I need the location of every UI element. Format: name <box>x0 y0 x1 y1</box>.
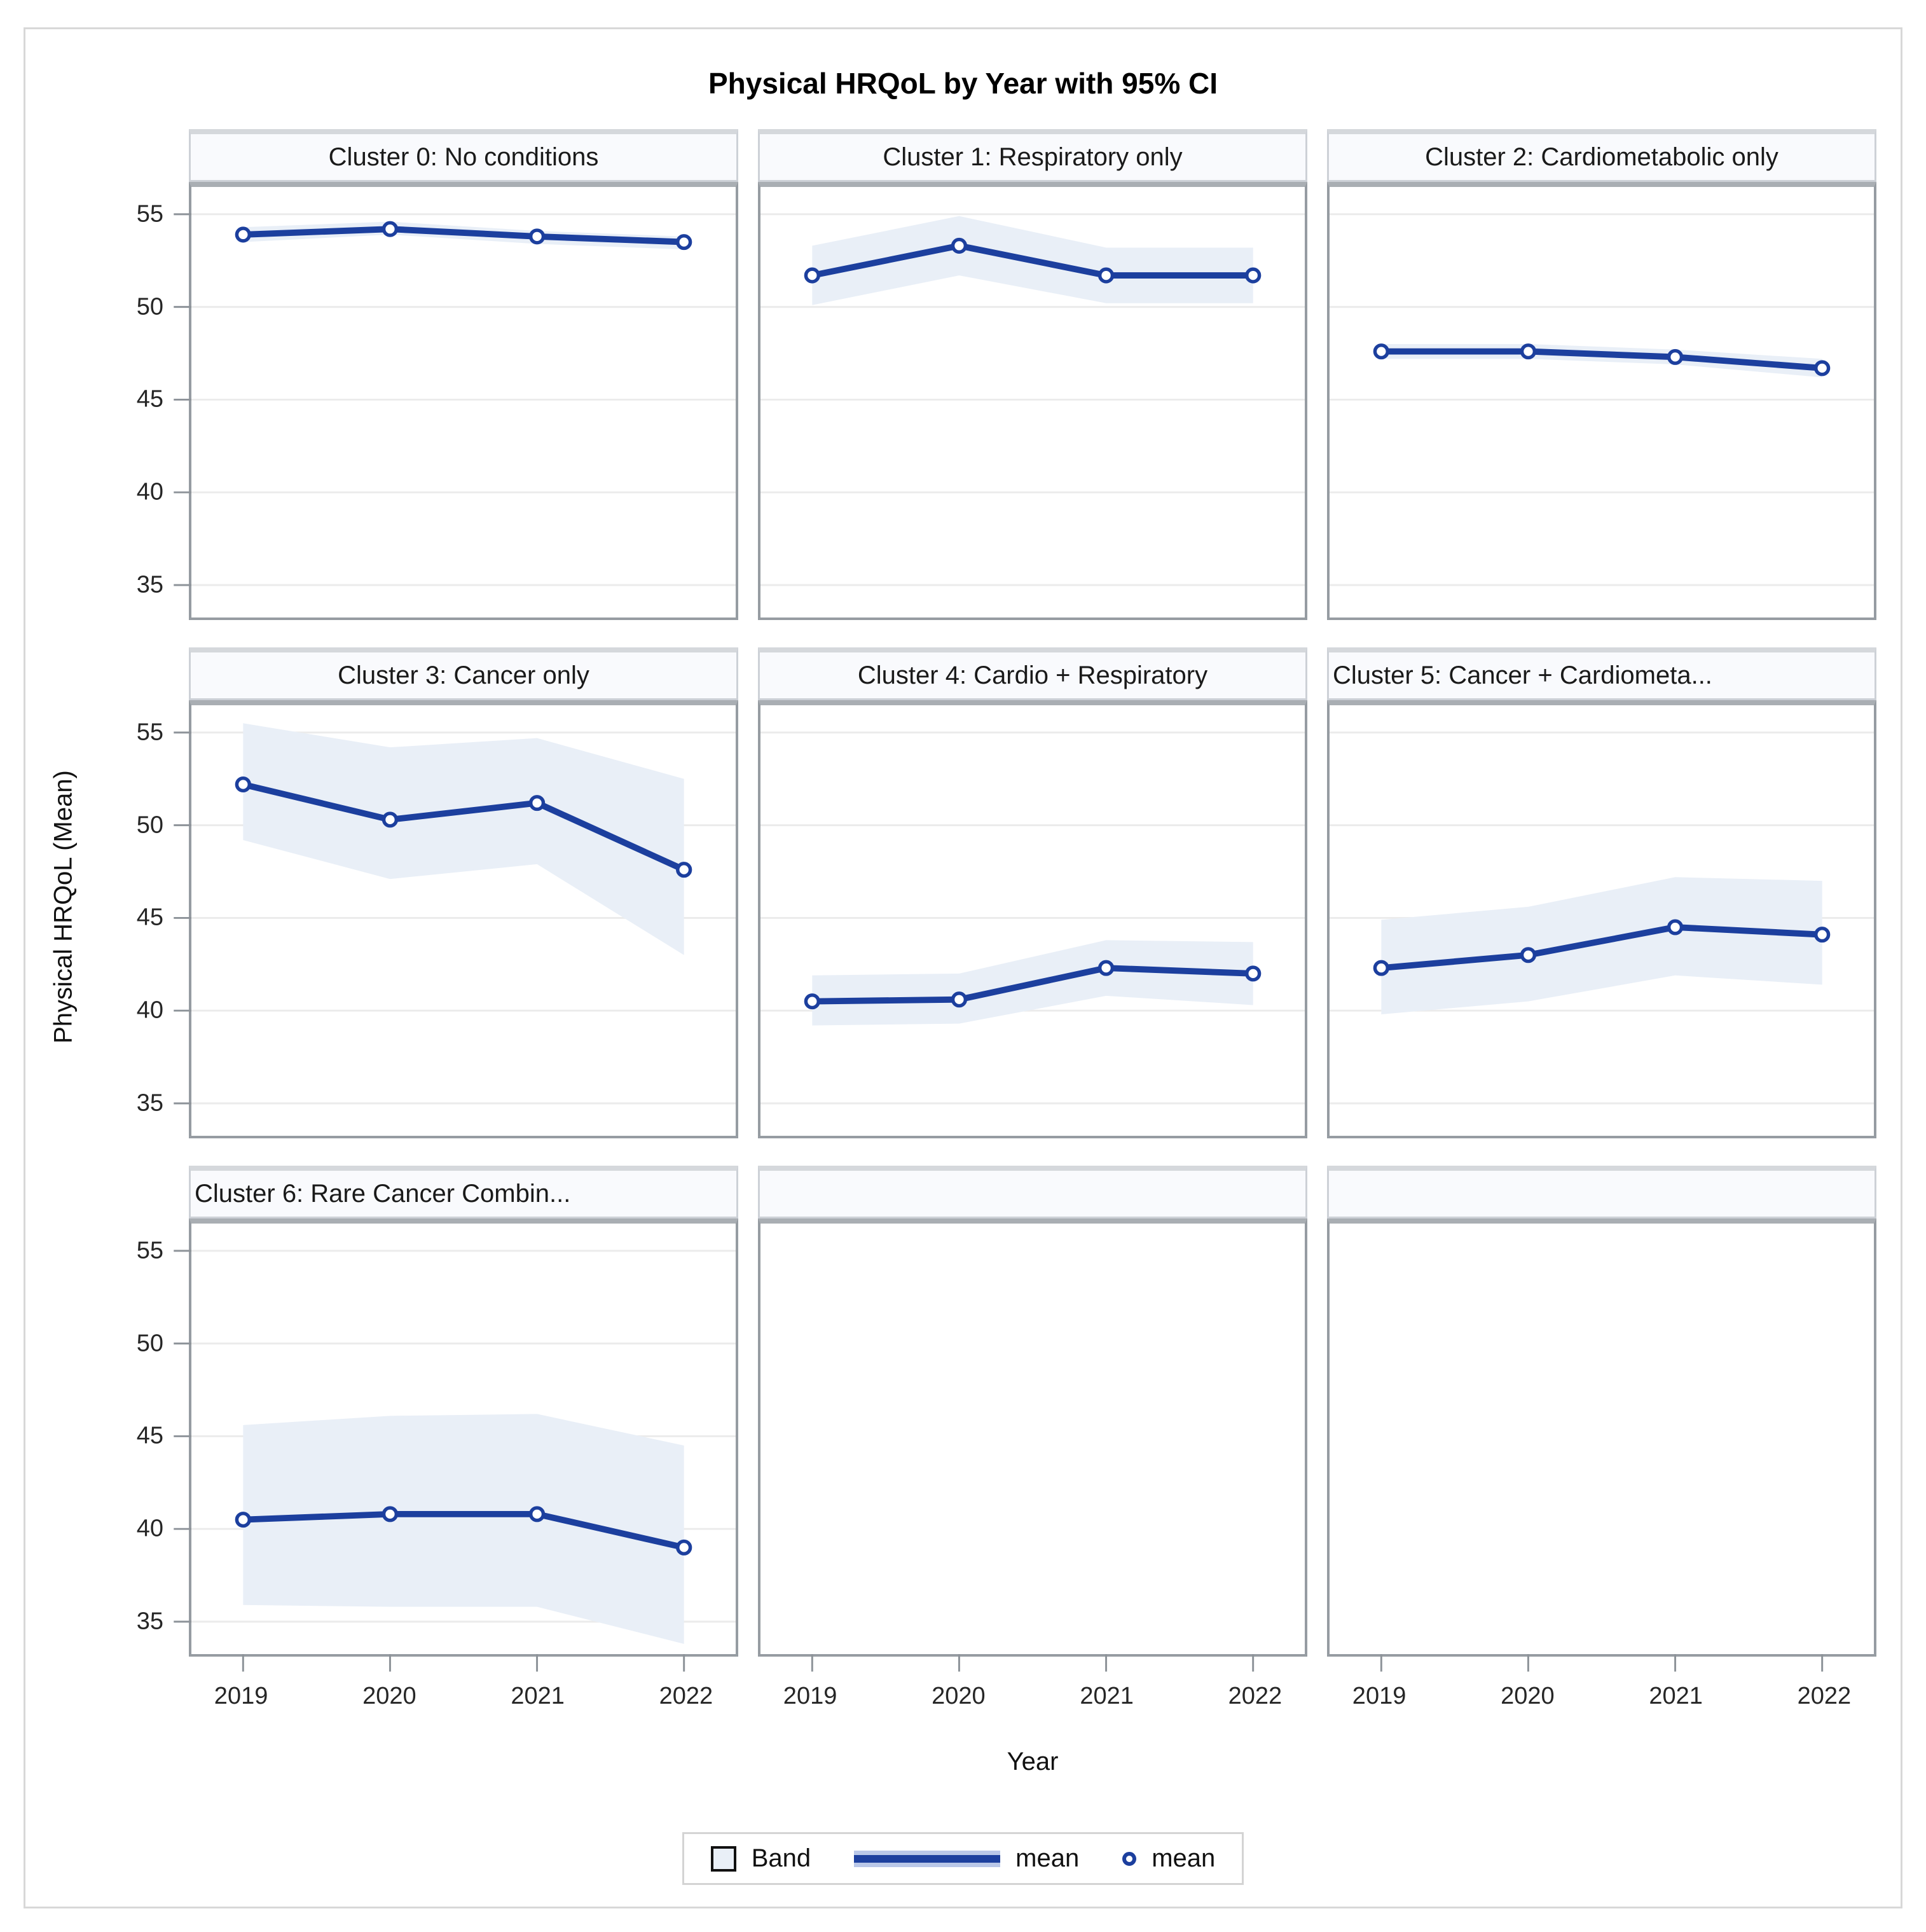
panel-plot-svg <box>174 723 736 1105</box>
chart-title: Physical HRQoL by Year with 95% CI <box>708 67 1218 100</box>
panel-header: Cluster 0: No conditions <box>189 129 738 182</box>
y-tick-label: 50 <box>136 1330 163 1357</box>
panel-grid: Cluster 0: No conditions 55 50 45 40 35 Cluste… <box>137 129 1876 1672</box>
x-axis-tick-labels: 2019 2020 2021 2022 2019 2020 2021 2022 2019 2020… <box>189 1683 1876 1721</box>
band-swatch-icon <box>710 1846 736 1872</box>
panel-plot <box>758 182 1307 620</box>
x-tick-label: 2022 <box>659 1683 713 1709</box>
figure-frame: Physical HRQoL by Year with 95% CI Physi… <box>24 27 1902 1908</box>
marker-swatch-icon <box>1122 1851 1137 1866</box>
panel-plot <box>1327 700 1876 1138</box>
legend-line-label: mean <box>1015 1844 1080 1872</box>
panel-header: Cluster 5: Cancer + Cardiometa... <box>1327 647 1876 700</box>
y-tick-label: 35 <box>136 1608 163 1635</box>
panel-header: Cluster 4: Cardio + Respiratory <box>758 647 1307 700</box>
x-tick-label: 2019 <box>783 1683 837 1709</box>
line-swatch-icon <box>854 1850 1001 1867</box>
panel-header: Cluster 1: Respiratory only <box>758 129 1307 182</box>
panel-plot-svg <box>760 731 1305 1105</box>
panel-header: Cluster 2: Cardiometabolic only <box>1327 129 1876 182</box>
panel-cell-empty <box>1327 1166 1876 1672</box>
panel-plot-svg <box>174 1250 736 1672</box>
x-tick-label: 2020 <box>932 1683 986 1709</box>
panel-cell-cluster-0: Cluster 0: No conditions 55 50 45 40 35 <box>137 129 738 620</box>
legend-marker-label: mean <box>1152 1844 1216 1872</box>
y-tick-label: 50 <box>136 293 163 321</box>
panel-plot-svg <box>1330 213 1874 586</box>
panel-plot: 55 50 45 40 35 <box>137 182 738 620</box>
panel-plot: 55 50 45 40 35 <box>137 700 738 1138</box>
x-tick-label: 2019 <box>214 1683 268 1709</box>
legend: Band mean mean <box>682 1832 1244 1885</box>
panel-cell-cluster-3: Cluster 3: Cancer only 55 50 45 40 35 <box>137 647 738 1138</box>
y-tick-label: 55 <box>136 1237 163 1264</box>
legend-item-band: Band <box>710 1844 811 1873</box>
panel-cell-cluster-6: Cluster 6: Rare Cancer Combin... 55 50 45 40… <box>137 1166 738 1672</box>
y-tick-label: 35 <box>136 1089 163 1117</box>
y-tick-label: 40 <box>136 997 163 1024</box>
panel-plot: 55 50 45 40 35 <box>137 1218 738 1672</box>
y-tick-label: 45 <box>136 904 163 931</box>
panel-plot-svg <box>811 1654 1255 1672</box>
panel-plot <box>758 700 1307 1138</box>
panel-plot-svg <box>1330 731 1874 1105</box>
y-axis-title: Physical HRQoL (Mean) <box>49 770 78 1044</box>
x-axis-title: Year <box>1007 1748 1059 1776</box>
y-tick-label: 45 <box>136 1422 163 1449</box>
panel-header: Cluster 3: Cancer only <box>189 647 738 700</box>
panel-header <box>758 1166 1307 1218</box>
x-tick-label: 2022 <box>1228 1683 1283 1709</box>
x-tick-label: 2020 <box>362 1683 416 1709</box>
x-tick-label: 2019 <box>1352 1683 1407 1709</box>
y-tick-label: 45 <box>136 385 163 413</box>
y-tick-label: 50 <box>136 811 163 839</box>
y-tick-label: 35 <box>136 571 163 598</box>
legend-band-label: Band <box>751 1844 811 1872</box>
panel-plot-svg <box>174 213 736 586</box>
y-tick-label: 40 <box>136 1515 163 1542</box>
legend-item-marker: mean <box>1122 1844 1215 1873</box>
y-tick-label: 40 <box>136 478 163 506</box>
panel-header <box>1327 1166 1876 1218</box>
x-tick-column: 2019 2020 2021 2022 <box>189 1683 738 1721</box>
panel-plot <box>1327 182 1876 620</box>
x-tick-column: 2019 2020 2021 2022 <box>758 1683 1307 1721</box>
panel-plot <box>758 1218 1307 1672</box>
x-tick-label: 2021 <box>511 1683 565 1709</box>
panel-header: Cluster 6: Rare Cancer Combin... <box>189 1166 738 1218</box>
x-tick-label: 2021 <box>1080 1683 1134 1709</box>
x-tick-label: 2020 <box>1501 1683 1555 1709</box>
x-tick-column: 2019 2020 2021 2022 <box>1327 1683 1876 1721</box>
panel-cell-cluster-4: Cluster 4: Cardio + Respiratory <box>758 647 1307 1138</box>
panel-plot <box>1327 1218 1876 1672</box>
x-tick-label: 2021 <box>1649 1683 1703 1709</box>
panel-cell-cluster-5: Cluster 5: Cancer + Cardiometa... <box>1327 647 1876 1138</box>
panel-cell-empty <box>758 1166 1307 1672</box>
y-tick-label: 55 <box>136 719 163 746</box>
panel-plot-svg <box>760 213 1305 586</box>
panel-cell-cluster-2: Cluster 2: Cardiometabolic only <box>1327 129 1876 620</box>
legend-area: Band mean mean <box>25 1832 1901 1885</box>
panel-plot-svg <box>1380 1654 1824 1672</box>
x-tick-label: 2022 <box>1797 1683 1852 1709</box>
y-tick-label: 55 <box>136 200 163 228</box>
legend-item-line: mean <box>854 1844 1079 1873</box>
panel-cell-cluster-1: Cluster 1: Respiratory only <box>758 129 1307 620</box>
